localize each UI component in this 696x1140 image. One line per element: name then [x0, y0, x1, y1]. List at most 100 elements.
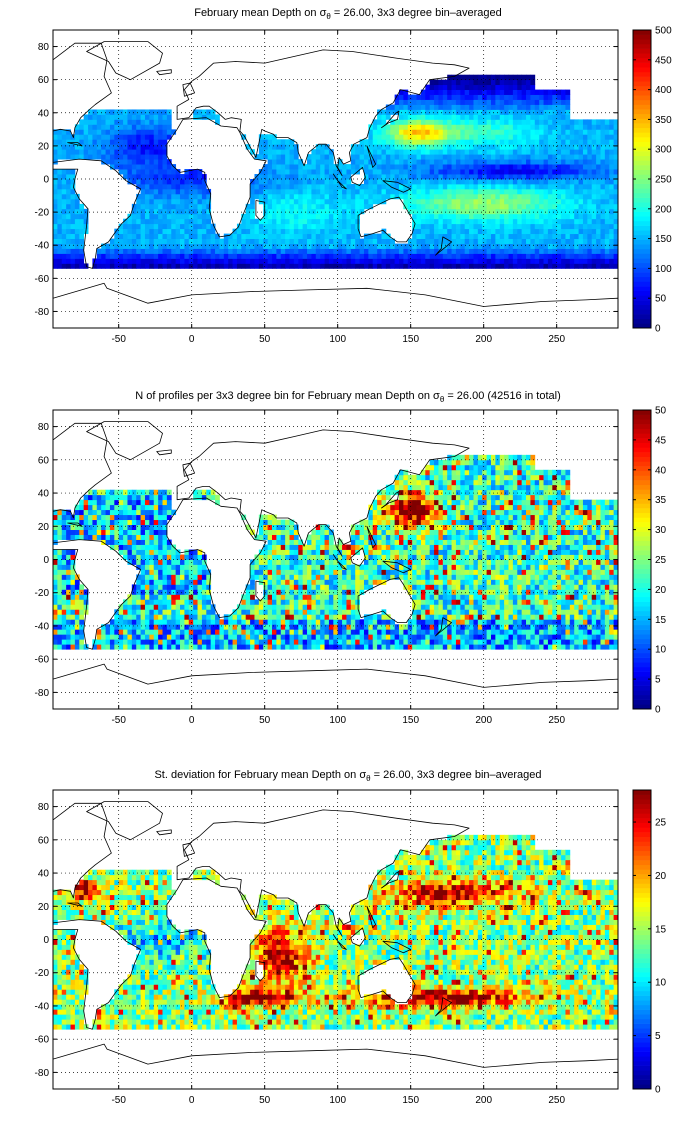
data-cell [337, 609, 343, 615]
data-cell [495, 179, 501, 185]
data-cell [565, 94, 571, 100]
data-cell [193, 213, 198, 220]
data-cell [420, 99, 426, 105]
data-cell [271, 203, 277, 210]
data-cell [578, 149, 584, 155]
data-cell [184, 639, 190, 645]
data-cell [368, 619, 374, 625]
data-cell [495, 243, 501, 249]
data-cell [561, 624, 566, 630]
data-cell [271, 169, 277, 175]
data-cell [403, 644, 409, 650]
data-cell [320, 258, 325, 264]
data-cell [346, 233, 352, 239]
data-cell [604, 164, 610, 170]
data-cell [486, 634, 492, 640]
data-cell [508, 243, 514, 249]
data-cell [289, 619, 295, 625]
data-cell [429, 129, 435, 135]
data-cell [447, 104, 452, 110]
data-cell [425, 109, 431, 115]
data-cell [123, 604, 128, 610]
data-cell [574, 599, 579, 605]
data-cell [245, 243, 251, 249]
data-cell [70, 154, 76, 160]
data-cell [381, 154, 387, 160]
data-cell [609, 223, 615, 230]
data-cell [574, 228, 579, 235]
data-cell [280, 198, 286, 205]
data-cell [504, 258, 509, 264]
data-cell [79, 208, 85, 215]
data-cell [188, 614, 194, 620]
data-cell [420, 169, 426, 175]
x-tick-label: 50 [259, 334, 271, 345]
data-cell [66, 238, 71, 244]
data-cell [153, 594, 159, 600]
data-cell [180, 604, 185, 610]
data-cell [307, 159, 312, 165]
data-cell [504, 79, 509, 86]
data-cell [127, 243, 133, 249]
data-cell [267, 604, 273, 610]
data-cell [368, 174, 374, 180]
data-cell [144, 609, 150, 615]
data-cell [61, 594, 67, 600]
data-cell [495, 99, 501, 105]
data-cell [118, 263, 124, 269]
data-cell [70, 208, 76, 215]
data-cell [565, 644, 571, 650]
data-cell [328, 248, 334, 254]
data-cell [425, 619, 431, 625]
data-cell [184, 634, 190, 640]
data-cell [477, 253, 483, 259]
data-cell [368, 193, 374, 200]
data-cell [328, 624, 334, 630]
data-cell [407, 248, 413, 254]
data-cell [534, 89, 540, 95]
data-cell [517, 139, 523, 145]
data-cell [587, 134, 593, 140]
data-cell [236, 629, 242, 635]
data-cell [512, 624, 518, 630]
data-cell [552, 644, 558, 650]
data-cell [609, 159, 615, 165]
data-cell [469, 164, 474, 170]
data-cell [464, 99, 470, 105]
data-cell [280, 614, 286, 620]
colorbar-step [633, 34, 651, 40]
data-cell [206, 258, 212, 264]
x-tick-label: 100 [329, 334, 346, 345]
data-cell [298, 263, 304, 269]
data-cell [101, 258, 106, 264]
data-cell [521, 119, 527, 125]
data-cell [455, 149, 461, 155]
data-cell [298, 174, 304, 180]
data-cell [355, 614, 360, 620]
data-cell [377, 263, 382, 269]
data-cell [307, 634, 312, 640]
data-cell [206, 218, 212, 225]
data-cell [504, 614, 509, 620]
data-cell [613, 139, 619, 145]
data-cell [267, 154, 273, 160]
data-cell [552, 119, 558, 125]
data-cell [153, 193, 159, 200]
data-cell [403, 174, 409, 180]
data-cell [144, 134, 150, 140]
data-cell [61, 263, 67, 269]
data-cell [556, 624, 562, 630]
data-cell [543, 213, 549, 220]
data-cell [403, 144, 409, 150]
data-cell [223, 614, 229, 620]
data-cell [337, 174, 343, 180]
data-cell [600, 188, 606, 195]
data-cell [74, 213, 80, 220]
data-cell [508, 94, 514, 100]
data-cell [127, 139, 133, 145]
data-cell [302, 213, 308, 220]
data-cell [600, 193, 606, 200]
data-cell [526, 154, 531, 160]
data-cell [455, 129, 461, 135]
data-cell [293, 248, 299, 254]
